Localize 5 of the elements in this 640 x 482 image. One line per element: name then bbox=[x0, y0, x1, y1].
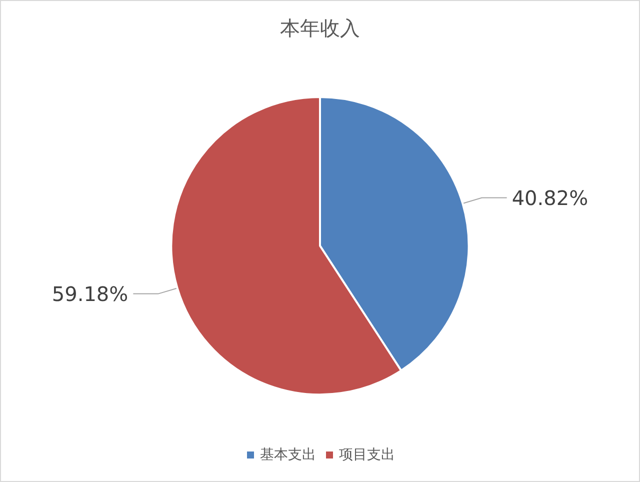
data-label: 40.82% bbox=[512, 186, 588, 210]
data-label: 59.18% bbox=[52, 282, 128, 306]
chart-title: 本年收入 bbox=[280, 16, 360, 40]
legend-label: 基本支出 bbox=[260, 447, 316, 463]
legend-label: 项目支出 bbox=[339, 447, 395, 463]
